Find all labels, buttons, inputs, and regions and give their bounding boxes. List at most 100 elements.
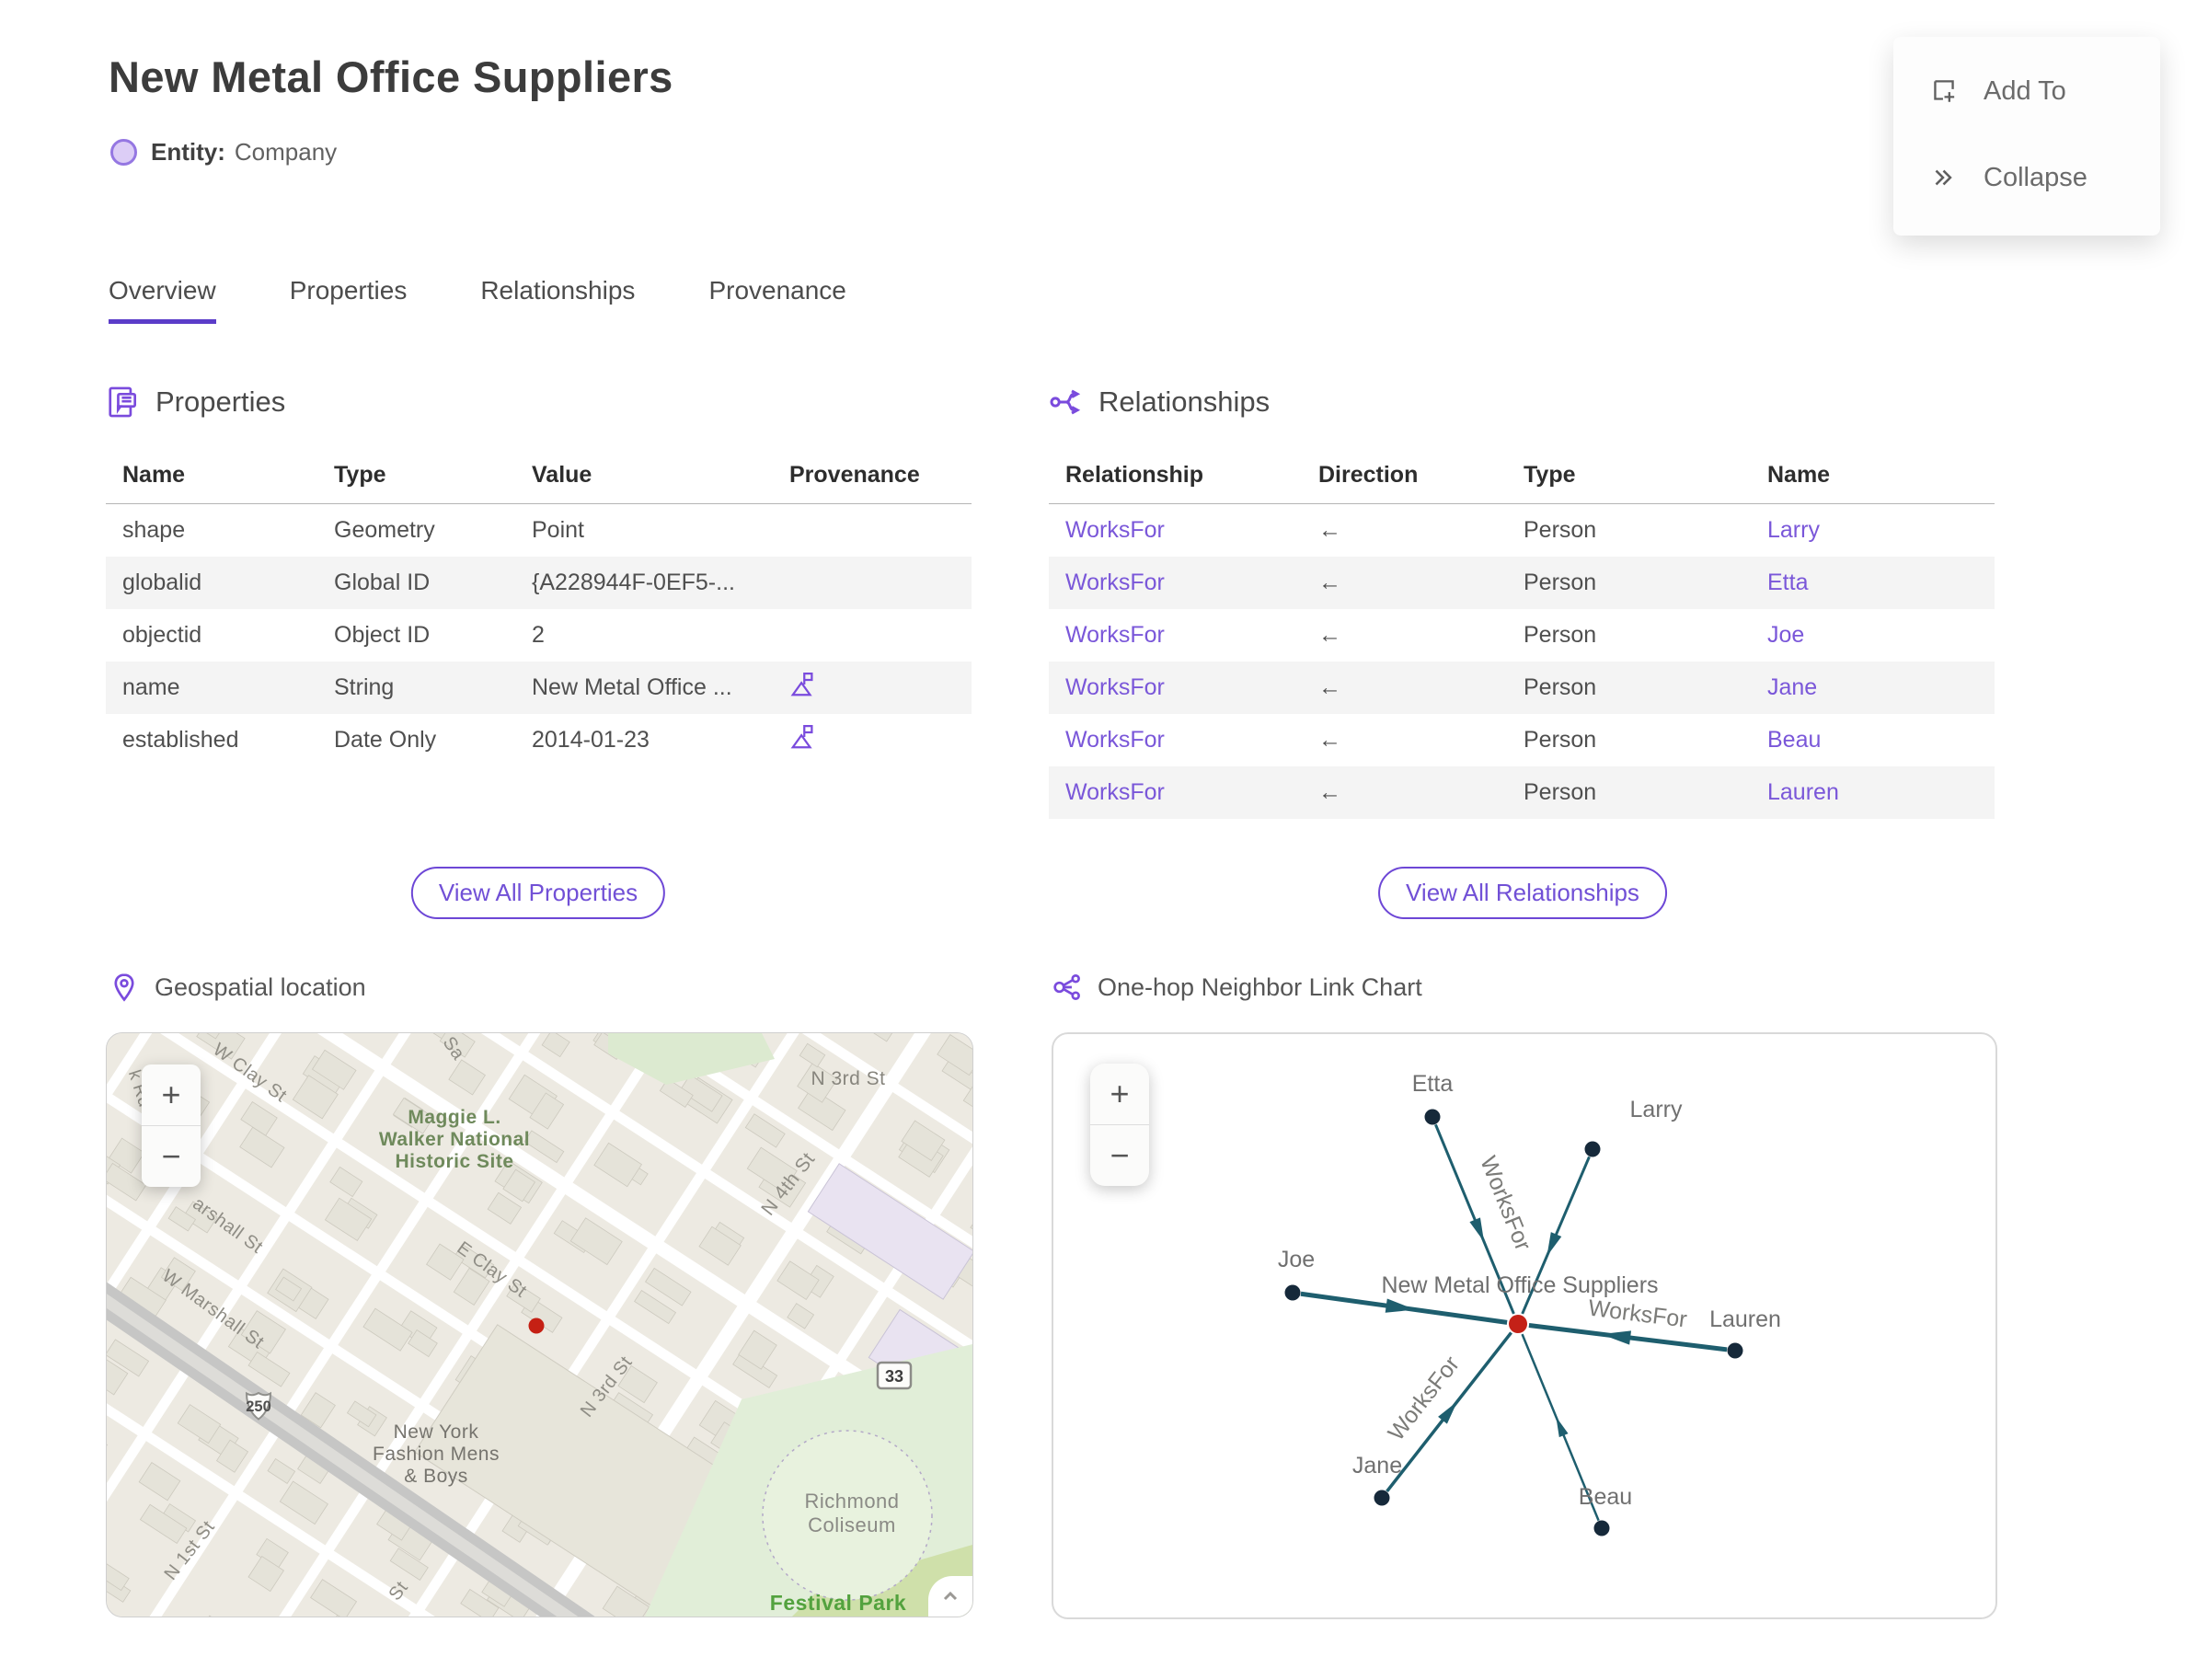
property-row: objectid Object ID 2 [106,609,972,662]
relationship-direction: ← [1318,622,1341,648]
graph-edge-arrow [1547,1232,1562,1257]
related-entity-link[interactable]: Lauren [1767,779,1839,805]
map-panel: k Rd W Clay St Sa N 3rd St N 4th St Maggie L.… [106,1032,973,1617]
graph-edge-arrow [1469,1217,1485,1242]
relationship-type-link[interactable]: WorksFor [1065,517,1165,543]
map-label: Maggie L. [408,1107,500,1128]
related-entity-link[interactable]: Joe [1767,622,1805,648]
graph-node-label: Larry [1630,1097,1683,1122]
property-type: String [334,674,395,700]
add-to-label: Add To [1984,75,2066,106]
actions-card: Add To Collapse [1893,37,2160,236]
relationship-entity-type: Person [1524,674,1597,700]
relationship-type-link[interactable]: WorksFor [1065,674,1165,700]
map-label: Coliseum [808,1513,896,1536]
related-entity-link[interactable]: Etta [1767,570,1809,595]
graph-edge-arrow [1601,1330,1632,1345]
link-chart-icon [1053,974,1080,1000]
relationship-direction: ← [1318,517,1341,543]
add-to-icon [1934,80,1955,102]
column-header: Relationship [1049,451,1302,504]
svg-text:33: 33 [885,1367,903,1386]
link-chart-canvas[interactable]: WorksForWorksForWorksForEttaLarryJoeLaur… [1053,1034,1995,1617]
property-value: {A228944F-0EF5-... [532,570,735,595]
relationships-icon [1050,389,1081,415]
property-name: globalid [122,570,202,595]
column-header: Name [1751,451,1995,504]
graph-node-label: Etta [1412,1071,1454,1097]
tab-overview[interactable]: Overview [109,276,216,324]
provenance-flag-icon[interactable] [789,723,817,751]
map-route-shields: 250 33 [245,1361,913,1421]
graph-center-node[interactable] [1509,1315,1527,1333]
map-label: Walker National [379,1129,530,1150]
property-type: Date Only [334,727,437,753]
view-all-properties-button[interactable]: View All Properties [410,867,666,919]
linkchart-zoom-in-button[interactable]: + [1110,1075,1130,1112]
relationship-entity-type: Person [1524,779,1597,805]
relationship-type-link[interactable]: WorksFor [1065,727,1165,753]
map-zoom-in-button[interactable]: + [161,1076,181,1113]
map-label: Fashion Mens [373,1444,500,1465]
linkchart-section-header: One-hop Neighbor Link Chart [1052,972,1422,1003]
relationship-row: WorksFor ← Person Larry [1049,504,1995,558]
properties-section-header: Properties [106,385,285,420]
property-name: name [122,674,180,700]
property-name: established [122,727,239,753]
property-type: Geometry [334,517,435,543]
property-value: Point [532,517,584,543]
property-provenance [773,504,972,558]
map-coliseum-outline [762,1430,933,1601]
graph-edge-arrow [1385,1298,1416,1313]
relationship-row: WorksFor ← Person Jane [1049,662,1995,714]
map-zoom-out-button[interactable]: − [142,1125,201,1187]
graph-edge-arrow [1556,1416,1569,1438]
map-attribution-toggle[interactable] [928,1576,972,1617]
property-provenance [773,714,972,766]
relationship-direction: ← [1318,779,1341,805]
column-header: Value [515,451,773,504]
chevron-up-icon [943,1591,958,1601]
graph-node-larry[interactable] [1584,1141,1601,1157]
property-type: Global ID [334,570,431,595]
relationship-entity-type: Person [1524,570,1597,595]
collapse-button[interactable]: Collapse [1928,162,2160,193]
property-name: shape [122,517,186,543]
relationship-type-link[interactable]: WorksFor [1065,779,1165,805]
graph-node-label: Joe [1278,1247,1315,1272]
relationship-direction: ← [1318,674,1341,700]
view-all-relationships-button[interactable]: View All Relationships [1378,867,1667,919]
column-header: Type [317,451,515,504]
relationship-type-link[interactable]: WorksFor [1065,570,1165,595]
graph-node-beau[interactable] [1593,1520,1610,1536]
collapse-label: Collapse [1984,162,2087,192]
graph-node-etta[interactable] [1424,1109,1441,1125]
related-entity-link[interactable]: Jane [1767,674,1818,700]
linkchart-zoom-out-button[interactable]: − [1090,1124,1149,1186]
entity-label: Entity: [151,138,225,166]
property-row: established Date Only 2014-01-23 [106,714,972,766]
route-shield-250: 250 [245,1391,272,1421]
tab-relationships[interactable]: Relationships [480,276,636,305]
property-row: name String New Metal Office ... [106,662,972,714]
column-header: Name [106,451,317,504]
relationship-row: WorksFor ← Person Etta [1049,557,1995,609]
relationship-type-link[interactable]: WorksFor [1065,622,1165,648]
property-value: 2 [532,622,545,648]
graph-center-label: New Metal Office Suppliers [1381,1272,1658,1298]
relationship-entity-type: Person [1524,622,1597,648]
graph-node-jane[interactable] [1374,1490,1390,1506]
graph-node-joe[interactable] [1284,1284,1301,1301]
column-header: Type [1507,451,1751,504]
graph-node-lauren[interactable] [1727,1342,1743,1359]
provenance-flag-icon[interactable] [789,671,817,698]
tab-provenance[interactable]: Provenance [708,276,846,305]
related-entity-link[interactable]: Beau [1767,727,1822,753]
tab-properties[interactable]: Properties [289,276,408,305]
map-pin-icon [114,973,134,1002]
map-marker[interactable] [528,1318,545,1334]
route-shield-33: 33 [876,1361,913,1390]
add-to-button[interactable]: Add To [1928,75,2160,107]
related-entity-link[interactable]: Larry [1767,517,1820,543]
